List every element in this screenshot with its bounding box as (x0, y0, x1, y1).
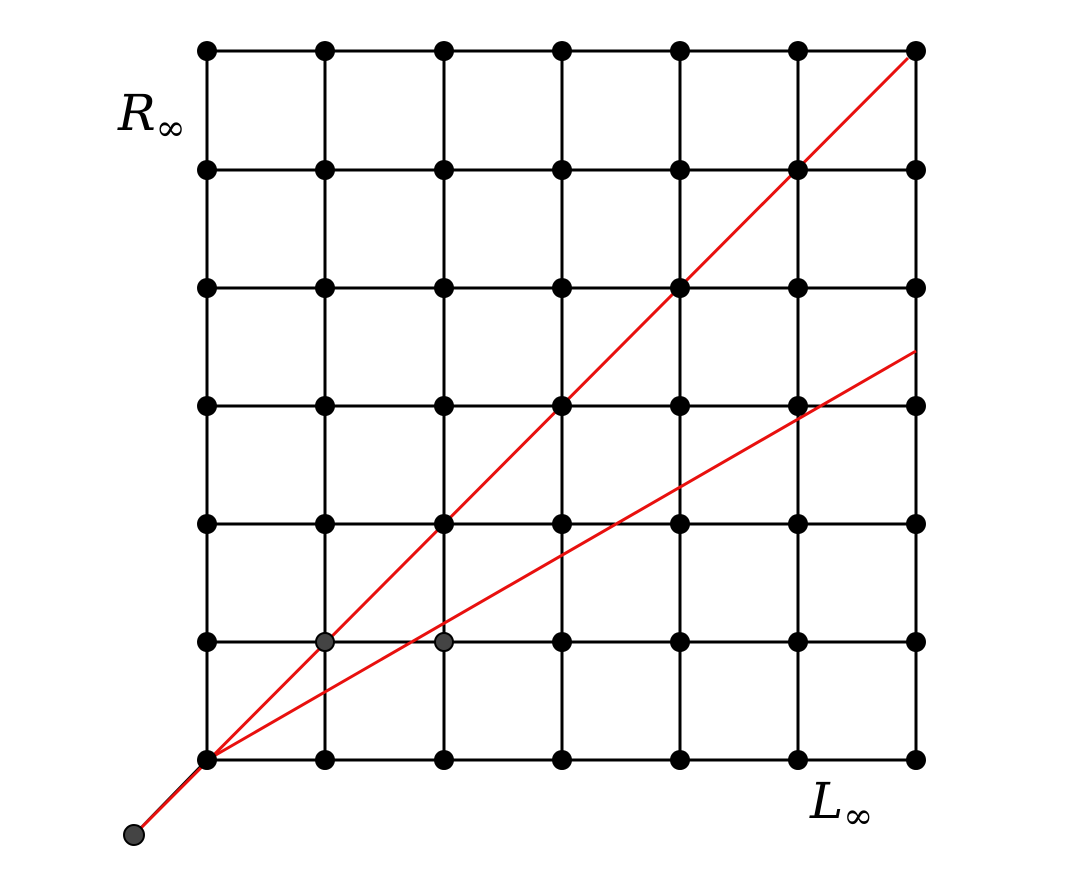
highlighted-node (434, 632, 454, 652)
grid-node (552, 41, 572, 61)
grid-node (315, 750, 335, 770)
grid-node (197, 160, 217, 180)
grid-node (670, 632, 690, 652)
red-line-diagonal (132, 56, 910, 837)
grid-node (788, 396, 808, 416)
grid-node (197, 514, 217, 534)
grid-node (906, 750, 926, 770)
grid-node (434, 160, 454, 180)
label-l-infinity: L∞ (809, 772, 873, 837)
grid-node (670, 160, 690, 180)
grid-node (197, 632, 217, 652)
grid-node (315, 160, 335, 180)
grid-node (434, 514, 454, 534)
label-subscript: ∞ (843, 796, 873, 837)
grid-node (788, 632, 808, 652)
grid-node (434, 41, 454, 61)
label-main: L (809, 772, 843, 830)
grid-node (552, 632, 572, 652)
grid-node (670, 41, 690, 61)
grid-node (552, 750, 572, 770)
grid-node (197, 278, 217, 298)
grid-node (670, 278, 690, 298)
grid-node (906, 278, 926, 298)
nodes (197, 41, 926, 770)
grid-node (315, 396, 335, 416)
grid-node (670, 396, 690, 416)
grid-node (315, 41, 335, 61)
grid-node (788, 41, 808, 61)
grid-node (434, 750, 454, 770)
label-r-infinity: R∞ (117, 84, 186, 149)
grid-node (906, 514, 926, 534)
grid-node (906, 396, 926, 416)
grid-node (670, 750, 690, 770)
grid-node (906, 632, 926, 652)
grid-node (197, 750, 217, 770)
grid-node (906, 41, 926, 61)
grid-node (552, 396, 572, 416)
highlighted-node (315, 632, 335, 652)
grid-node (552, 160, 572, 180)
grid-node (670, 514, 690, 534)
grid-node (197, 41, 217, 61)
label-subscript: ∞ (156, 108, 186, 149)
grid-node (315, 278, 335, 298)
grid-node (434, 396, 454, 416)
label-main: R (117, 84, 156, 142)
grid-node (788, 750, 808, 770)
grid-node (197, 396, 217, 416)
origin-node (123, 824, 145, 846)
grid-node (906, 160, 926, 180)
grid-node (788, 160, 808, 180)
red-line-shallow (206, 349, 917, 762)
grid-node (788, 514, 808, 534)
grid-node (434, 278, 454, 298)
grid-node (315, 514, 335, 534)
grid-node (552, 278, 572, 298)
grid-node (788, 278, 808, 298)
grid-node (552, 514, 572, 534)
